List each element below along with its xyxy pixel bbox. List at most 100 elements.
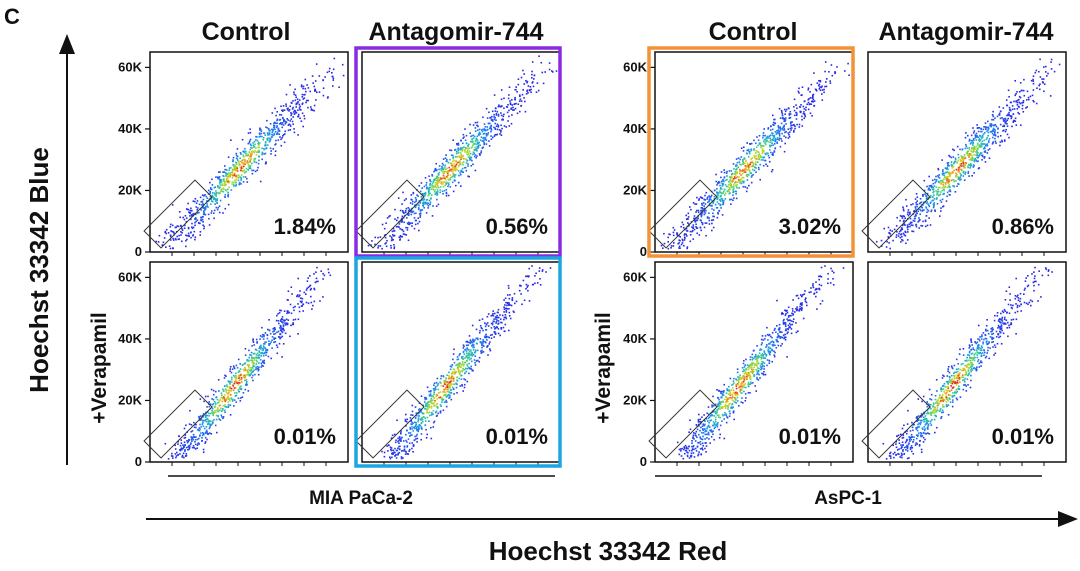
scatter-point [946, 179, 948, 182]
scatter-point [188, 438, 190, 441]
scatter-point [247, 169, 250, 171]
scatter-point [747, 168, 750, 171]
scatter-point [720, 176, 722, 179]
scatter-point [249, 143, 252, 146]
scatter-point [500, 327, 502, 329]
scatter-point [232, 385, 234, 387]
scatter-point [801, 86, 804, 88]
scatter-point [222, 171, 224, 173]
scatter-point [263, 352, 266, 354]
scatter-point [457, 155, 460, 158]
scatter-point [819, 89, 822, 92]
scatter-point [281, 126, 283, 129]
scatter-point [769, 134, 772, 137]
scatter-point [963, 154, 966, 156]
scatter-point [538, 267, 541, 269]
scatter-point [229, 382, 231, 385]
scatter-point [238, 379, 241, 382]
scatter-point [415, 212, 417, 214]
scatter-point [416, 429, 418, 432]
scatter-point [232, 365, 235, 367]
scatter-point [452, 166, 454, 169]
y-tick-label: 0 [640, 244, 647, 259]
scatter-point [201, 422, 204, 424]
scatter-point [165, 228, 168, 231]
scatter-point [318, 75, 321, 77]
scatter-point [278, 129, 281, 132]
scatter-point [1015, 93, 1017, 95]
scatter-point [724, 179, 727, 182]
scatter-point [233, 405, 235, 407]
scatter-point [450, 154, 453, 156]
scatter-point [231, 181, 234, 183]
scatter-point [481, 346, 483, 349]
scatter-point [953, 162, 955, 165]
scatter-point [777, 130, 780, 132]
scatter-point [256, 139, 259, 142]
scatter-point [691, 230, 693, 233]
scatter-point [818, 80, 820, 82]
scatter-point [400, 456, 403, 458]
scatter-point [432, 410, 435, 412]
scatter-point [238, 183, 241, 186]
scatter-point [514, 302, 516, 305]
scatter-point [213, 412, 215, 414]
scatter-point [503, 125, 506, 127]
scatter-point [471, 345, 473, 347]
scatter-point [217, 409, 220, 411]
scatter-point [509, 317, 512, 320]
scatter-point [465, 142, 468, 144]
scatter-point [178, 449, 181, 451]
scatter-point [677, 242, 679, 245]
scatter-point [229, 380, 232, 383]
scatter-point [515, 86, 517, 88]
scatter-point [465, 340, 468, 343]
scatter-point [218, 182, 221, 185]
y-tick-label: 20K [623, 182, 647, 197]
scatter-point [468, 154, 471, 157]
scatter-point [258, 351, 261, 353]
scatter-point [463, 369, 466, 371]
scatter-point [975, 139, 978, 141]
scatter-point [436, 402, 438, 405]
scatter-point [322, 278, 324, 280]
scatter-point [769, 139, 772, 141]
scatter-point [468, 341, 471, 344]
scatter-point [1006, 114, 1008, 117]
scatter-point [183, 218, 186, 221]
scatter-point [204, 441, 207, 443]
scatter-point [895, 236, 898, 238]
scatter-point [474, 146, 476, 149]
scatter-point [260, 366, 263, 368]
scatter-point [736, 161, 739, 164]
scatter-point [448, 382, 451, 384]
scatter-point [181, 232, 183, 234]
scatter-point [738, 176, 740, 178]
scatter-point [525, 93, 528, 95]
scatter-point [303, 94, 305, 96]
scatter-point [463, 158, 465, 160]
scatter-point [435, 192, 438, 195]
scatter-point [443, 189, 446, 192]
scatter-point [266, 144, 269, 146]
scatter-point [1058, 63, 1061, 66]
scatter-point [942, 184, 945, 186]
scatter-point [457, 170, 460, 172]
scatter-point [246, 380, 248, 383]
scatter-point [446, 167, 448, 170]
scatter-point [275, 114, 277, 117]
scatter-point [329, 274, 332, 277]
scatter-point [463, 345, 465, 348]
scatter-point [746, 169, 749, 171]
scatter-point [407, 214, 410, 216]
scatter-point [298, 99, 301, 101]
scatter-point [280, 309, 282, 312]
scatter-point [457, 371, 460, 373]
scatter-point [276, 331, 278, 334]
scatter-point [888, 242, 890, 244]
scatter-point [458, 354, 461, 357]
scatter-point [500, 131, 502, 133]
scatter-point [415, 423, 418, 426]
scatter-point [462, 344, 465, 346]
scatter-point [445, 189, 448, 191]
